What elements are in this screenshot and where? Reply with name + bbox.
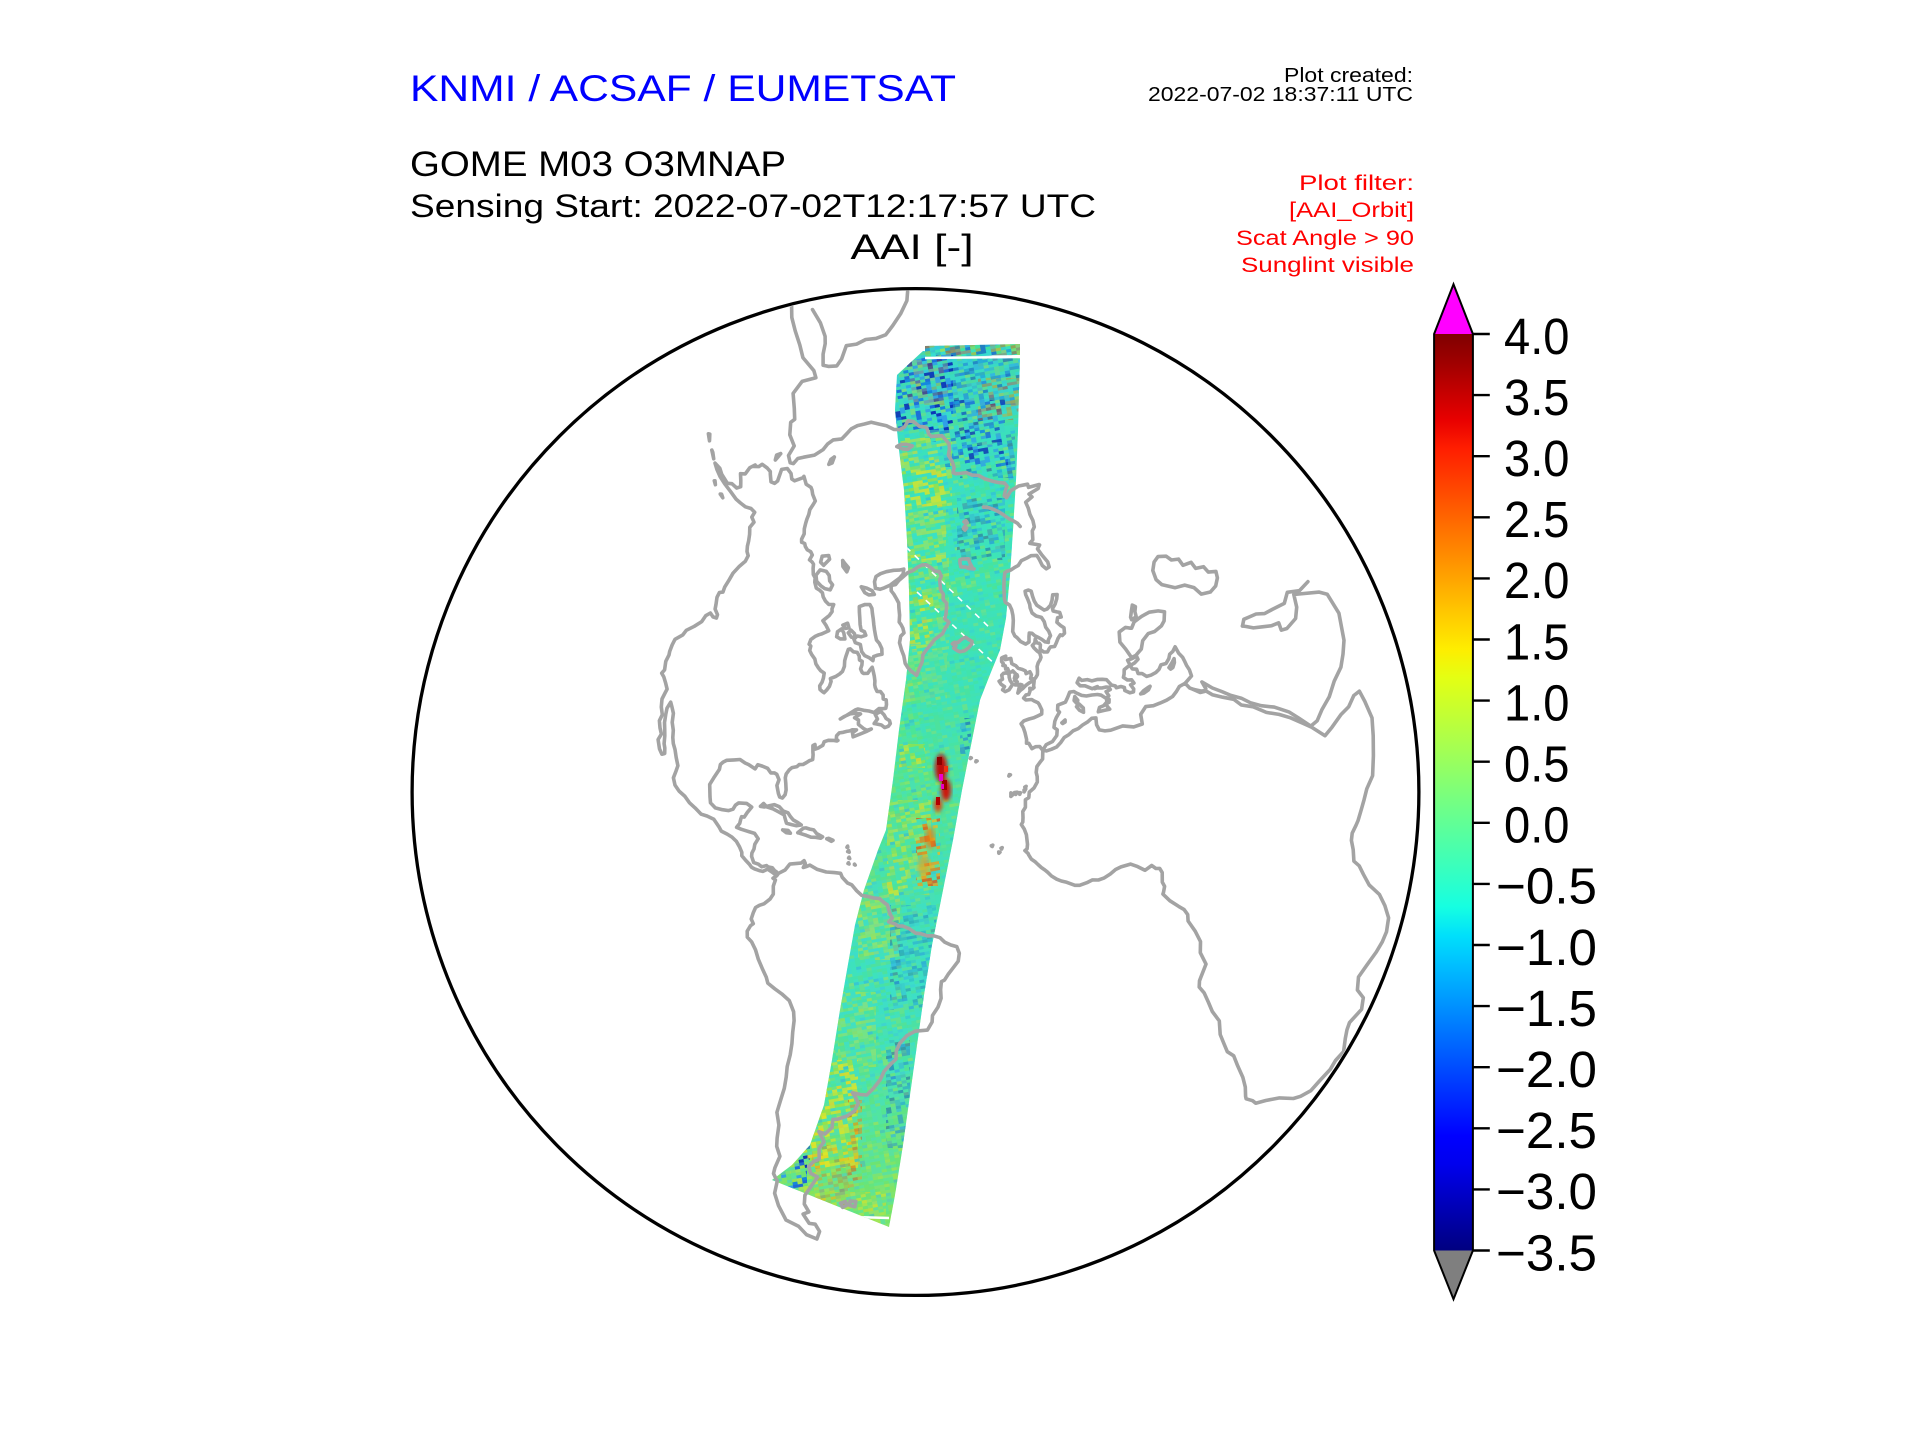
svg-text:4.0: 4.0 [1504, 308, 1570, 365]
svg-text:−1.5: −1.5 [1496, 980, 1597, 1037]
svg-text:2.0: 2.0 [1504, 552, 1570, 609]
svg-text:AAI [-]: AAI [-] [851, 228, 974, 267]
svg-text:3.5: 3.5 [1504, 369, 1570, 426]
svg-text:Sunglint visible: Sunglint visible [1241, 254, 1414, 277]
svg-text:3.0: 3.0 [1504, 430, 1570, 487]
svg-text:−0.5: −0.5 [1496, 858, 1597, 915]
svg-text:Plot created:: Plot created: [1284, 64, 1413, 87]
svg-text:1.0: 1.0 [1504, 674, 1570, 731]
svg-text:−2.0: −2.0 [1496, 1041, 1597, 1098]
svg-text:0.0: 0.0 [1504, 797, 1570, 854]
svg-text:−3.5: −3.5 [1496, 1224, 1597, 1281]
svg-text:2.5: 2.5 [1504, 491, 1570, 548]
svg-text:Plot filter:: Plot filter: [1299, 172, 1414, 195]
svg-text:−2.5: −2.5 [1496, 1102, 1597, 1159]
svg-text:2022-07-02 18:37:11 UTC: 2022-07-02 18:37:11 UTC [1148, 83, 1413, 106]
svg-text:1.5: 1.5 [1504, 613, 1570, 670]
svg-text:Sensing Start: 2022-07-02T12:1: Sensing Start: 2022-07-02T12:17:57 UTC [410, 188, 1096, 224]
svg-text:Scat Angle > 90: Scat Angle > 90 [1236, 227, 1414, 250]
svg-text:[AAI_Orbit]: [AAI_Orbit] [1289, 199, 1414, 222]
svg-text:KNMI / ACSAF / EUMETSAT: KNMI / ACSAF / EUMETSAT [410, 68, 956, 109]
svg-text:−1.0: −1.0 [1496, 919, 1597, 976]
svg-text:GOME M03 O3MNAP: GOME M03 O3MNAP [410, 145, 786, 184]
svg-text:−3.0: −3.0 [1496, 1163, 1597, 1220]
svg-text:0.5: 0.5 [1504, 736, 1570, 793]
